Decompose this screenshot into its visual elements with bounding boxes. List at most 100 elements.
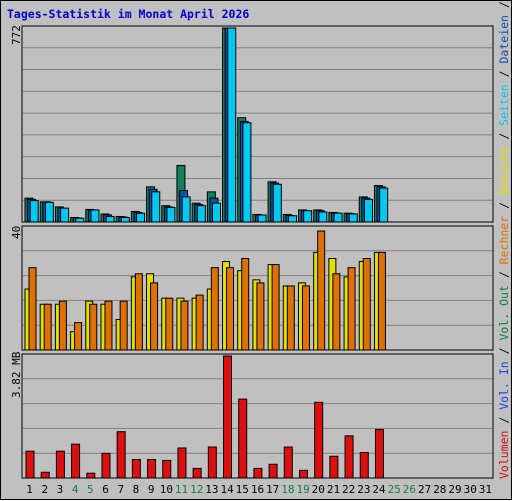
- bar-seiten: [348, 213, 358, 223]
- bar-seiten: [60, 207, 70, 223]
- bar-rechner: [362, 258, 371, 351]
- x-tick-label: 19: [296, 483, 309, 496]
- bar-volumen: [147, 458, 157, 479]
- x-tick-label: 31: [479, 483, 492, 496]
- bar-rechner: [241, 258, 250, 351]
- bar-rechner: [28, 267, 37, 351]
- bar-rechner: [119, 300, 128, 351]
- bar-seiten: [212, 202, 222, 223]
- bar-rechner: [317, 230, 326, 351]
- bar-rechner: [180, 300, 189, 351]
- plot-area: [21, 25, 494, 223]
- bar-volumen: [329, 455, 339, 479]
- bar-volumen: [177, 447, 187, 479]
- bar-volumen: [374, 428, 384, 479]
- x-tick-label: 26: [403, 483, 416, 496]
- x-tick-label: 27: [418, 483, 431, 496]
- bar-seiten: [166, 206, 176, 223]
- bar-volumen: [253, 467, 263, 479]
- x-tick-label: 7: [117, 483, 124, 496]
- bar-volumen: [283, 446, 293, 479]
- x-tick-label: 25: [388, 483, 401, 496]
- bar-rechner: [226, 267, 235, 351]
- bar-rechner: [43, 303, 52, 351]
- bar-seiten: [318, 211, 328, 223]
- x-tick-label: 20: [312, 483, 325, 496]
- bar-seiten: [151, 191, 161, 223]
- bar-seiten: [120, 216, 130, 223]
- bar-rechner: [195, 294, 204, 351]
- x-tick-label: 10: [160, 483, 173, 496]
- bar-seiten: [29, 200, 39, 223]
- bar-seiten: [287, 215, 297, 223]
- bar-seiten: [303, 210, 313, 223]
- bar-volumen: [268, 463, 278, 479]
- bar-seiten: [44, 201, 54, 223]
- bar-rechner: [89, 303, 98, 351]
- bar-rechner: [134, 273, 143, 351]
- bar-rechner: [74, 322, 83, 351]
- bar-seiten: [242, 122, 252, 223]
- bar-volumen: [116, 431, 126, 479]
- bar-volumen: [25, 450, 35, 479]
- x-tick-label: 18: [281, 483, 294, 496]
- bar-rechner: [58, 300, 67, 351]
- x-tick-label: 28: [433, 483, 446, 496]
- bar-seiten: [363, 198, 373, 223]
- x-tick-label: 22: [342, 483, 355, 496]
- x-tick-label: 3: [57, 483, 64, 496]
- bar-rechner: [301, 285, 310, 351]
- bar-volumen: [86, 472, 96, 479]
- bar-seiten: [257, 214, 267, 223]
- x-tick-label: 8: [133, 483, 140, 496]
- bar-seiten: [181, 196, 191, 223]
- bar-seiten: [333, 212, 343, 223]
- x-tick-label: 16: [251, 483, 264, 496]
- x-tick-label: 11: [175, 483, 188, 496]
- bar-rechner: [165, 297, 174, 351]
- bar-rechner: [150, 282, 159, 351]
- bar-rechner: [377, 251, 386, 351]
- x-tick-label: 30: [464, 483, 477, 496]
- bar-volumen: [223, 355, 233, 479]
- bar-rechner: [286, 285, 295, 351]
- x-tick-label: 4: [72, 483, 79, 496]
- x-tick-label: 24: [372, 483, 386, 496]
- x-tick-label: 6: [102, 483, 109, 496]
- x-tick-label: 15: [236, 483, 249, 496]
- x-tick-label: 17: [266, 483, 279, 496]
- x-tick-label: 1: [26, 483, 33, 496]
- bar-volumen: [101, 452, 111, 479]
- bar-volumen: [238, 398, 248, 479]
- bar-seiten: [379, 187, 389, 223]
- bar-seiten: [90, 209, 100, 223]
- x-tick-label: 12: [190, 483, 203, 496]
- bar-rechner: [210, 267, 219, 351]
- bar-volumen: [71, 443, 81, 479]
- x-tick-label: 13: [205, 483, 218, 496]
- chart-title: Tages-Statistik im Monat April 2026: [7, 7, 250, 21]
- bar-volumen: [359, 451, 369, 479]
- bar-seiten: [136, 212, 146, 223]
- x-tick-label: 2: [41, 483, 48, 496]
- x-tick-label: 23: [357, 483, 370, 496]
- bar-rechner: [104, 300, 113, 351]
- bar-seiten: [227, 27, 237, 223]
- bar-seiten: [272, 183, 282, 223]
- x-tick-label: 14: [220, 483, 234, 496]
- bar-volumen: [344, 435, 354, 479]
- x-tick-label: 21: [327, 483, 340, 496]
- bar-seiten: [75, 217, 85, 223]
- bar-volumen: [314, 401, 324, 479]
- bar-volumen: [40, 471, 50, 479]
- bar-rechner: [256, 282, 265, 351]
- bar-rechner: [347, 267, 356, 351]
- bar-rechner: [332, 273, 341, 351]
- bar-volumen: [207, 446, 217, 479]
- x-tick-label: 29: [448, 483, 461, 496]
- bar-volumen: [192, 467, 202, 479]
- x-tick-label: 5: [87, 483, 94, 496]
- plot-area: [21, 353, 494, 479]
